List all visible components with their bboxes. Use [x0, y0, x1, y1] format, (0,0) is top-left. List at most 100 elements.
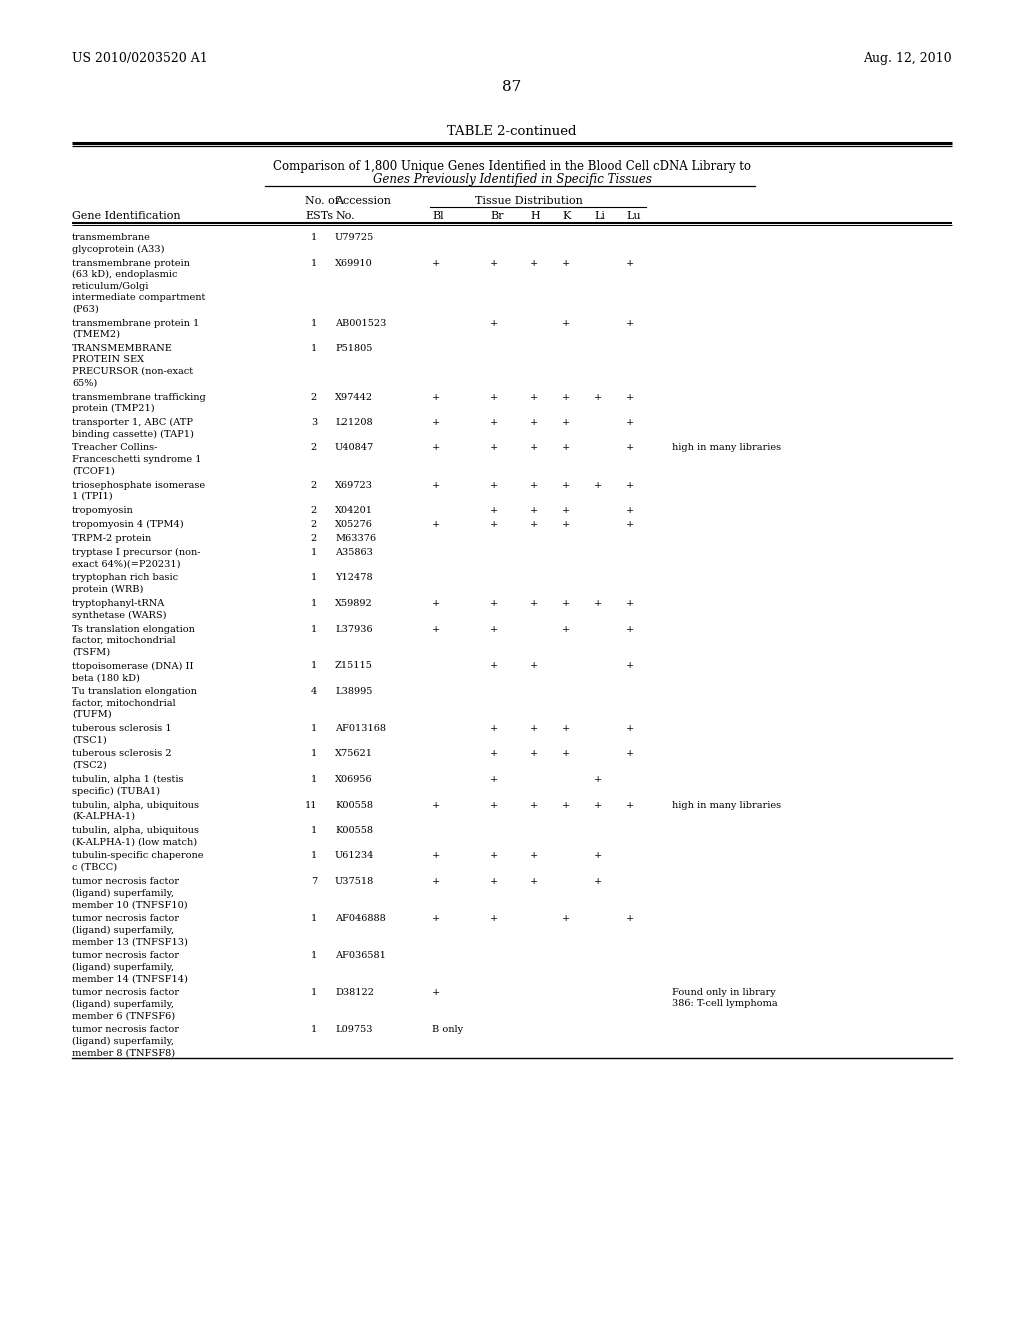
Text: +: + — [594, 876, 602, 886]
Text: +: + — [626, 624, 634, 634]
Text: +: + — [530, 876, 539, 886]
Text: K00558: K00558 — [335, 800, 373, 809]
Text: +: + — [490, 520, 499, 529]
Text: +: + — [530, 480, 539, 490]
Text: 1: 1 — [310, 624, 317, 634]
Text: A35863: A35863 — [335, 548, 373, 557]
Text: +: + — [490, 913, 499, 923]
Text: +: + — [432, 392, 440, 401]
Text: +: + — [626, 599, 634, 609]
Text: 1: 1 — [310, 750, 317, 759]
Text: +: + — [490, 661, 499, 671]
Text: Lu: Lu — [626, 211, 641, 220]
Text: Comparison of 1,800 Unique Genes Identified in the Blood Cell cDNA Library to: Comparison of 1,800 Unique Genes Identif… — [273, 160, 751, 173]
Text: +: + — [530, 851, 539, 861]
Text: P51805: P51805 — [335, 345, 373, 352]
Text: TRPM-2 protein: TRPM-2 protein — [72, 535, 152, 543]
Text: Li: Li — [594, 211, 605, 220]
Text: 1: 1 — [310, 573, 317, 582]
Text: U79725: U79725 — [335, 234, 374, 242]
Text: Treacher Collins-
Franceschetti syndrome 1
(TCOF1): Treacher Collins- Franceschetti syndrome… — [72, 444, 202, 475]
Text: tryptophan rich basic
protein (WRB): tryptophan rich basic protein (WRB) — [72, 573, 178, 594]
Text: X97442: X97442 — [335, 392, 373, 401]
Text: +: + — [562, 392, 570, 401]
Text: +: + — [594, 800, 602, 809]
Text: M63376: M63376 — [335, 535, 376, 543]
Text: high in many libraries: high in many libraries — [672, 800, 781, 809]
Text: +: + — [490, 624, 499, 634]
Text: 1: 1 — [310, 775, 317, 784]
Text: +: + — [530, 259, 539, 268]
Text: X69723: X69723 — [335, 480, 373, 490]
Text: 2: 2 — [310, 520, 317, 529]
Text: transmembrane trafficking
protein (TMP21): transmembrane trafficking protein (TMP21… — [72, 392, 206, 413]
Text: 1: 1 — [310, 345, 317, 352]
Text: high in many libraries: high in many libraries — [672, 444, 781, 453]
Text: Tissue Distribution: Tissue Distribution — [475, 195, 583, 206]
Text: tropomyosin: tropomyosin — [72, 506, 134, 515]
Text: tumor necrosis factor
(ligand) superfamily,
member 8 (TNFSF8): tumor necrosis factor (ligand) superfami… — [72, 1026, 179, 1057]
Text: +: + — [626, 444, 634, 453]
Text: 1: 1 — [310, 723, 317, 733]
Text: AF013168: AF013168 — [335, 723, 386, 733]
Text: +: + — [626, 480, 634, 490]
Text: +: + — [594, 599, 602, 609]
Text: Br: Br — [490, 211, 504, 220]
Text: +: + — [530, 723, 539, 733]
Text: L38995: L38995 — [335, 686, 373, 696]
Text: X75621: X75621 — [335, 750, 373, 759]
Text: ttopoisomerase (DNA) II
beta (180 kD): ttopoisomerase (DNA) II beta (180 kD) — [72, 661, 194, 682]
Text: +: + — [594, 480, 602, 490]
Text: Accession: Accession — [335, 195, 391, 206]
Text: 1: 1 — [310, 599, 317, 609]
Text: tumor necrosis factor
(ligand) superfamily,
member 6 (TNFSF6): tumor necrosis factor (ligand) superfami… — [72, 987, 179, 1020]
Text: +: + — [562, 624, 570, 634]
Text: +: + — [432, 913, 440, 923]
Text: L09753: L09753 — [335, 1026, 373, 1034]
Text: transmembrane protein
(63 kD), endoplasmic
reticulum/Golgi
intermediate compartm: transmembrane protein (63 kD), endoplasm… — [72, 259, 206, 313]
Text: +: + — [490, 506, 499, 515]
Text: 1: 1 — [310, 318, 317, 327]
Text: +: + — [432, 624, 440, 634]
Text: tumor necrosis factor
(ligand) superfamily,
member 14 (TNFSF14): tumor necrosis factor (ligand) superfami… — [72, 950, 187, 983]
Text: X59892: X59892 — [335, 599, 373, 609]
Text: tubulin, alpha, ubiquitous
(K-ALPHA-1) (low match): tubulin, alpha, ubiquitous (K-ALPHA-1) (… — [72, 826, 199, 846]
Text: 1: 1 — [310, 950, 317, 960]
Text: No.: No. — [335, 211, 354, 220]
Text: X04201: X04201 — [335, 506, 373, 515]
Text: +: + — [530, 506, 539, 515]
Text: +: + — [490, 750, 499, 759]
Text: +: + — [432, 800, 440, 809]
Text: 11: 11 — [304, 800, 317, 809]
Text: 2: 2 — [310, 392, 317, 401]
Text: L21208: L21208 — [335, 418, 373, 426]
Text: 4: 4 — [310, 686, 317, 696]
Text: +: + — [490, 723, 499, 733]
Text: U61234: U61234 — [335, 851, 375, 861]
Text: K: K — [562, 211, 570, 220]
Text: B only: B only — [432, 1026, 463, 1034]
Text: +: + — [626, 800, 634, 809]
Text: 1: 1 — [310, 851, 317, 861]
Text: +: + — [594, 851, 602, 861]
Text: +: + — [562, 418, 570, 426]
Text: +: + — [432, 418, 440, 426]
Text: tropomyosin 4 (TPM4): tropomyosin 4 (TPM4) — [72, 520, 183, 529]
Text: tubulin, alpha, ubiquitous
(K-ALPHA-1): tubulin, alpha, ubiquitous (K-ALPHA-1) — [72, 800, 199, 821]
Text: tuberous sclerosis 1
(TSC1): tuberous sclerosis 1 (TSC1) — [72, 723, 172, 744]
Text: +: + — [432, 851, 440, 861]
Text: +: + — [530, 750, 539, 759]
Text: +: + — [490, 318, 499, 327]
Text: U37518: U37518 — [335, 876, 374, 886]
Text: Found only in library
386: T-cell lymphoma: Found only in library 386: T-cell lympho… — [672, 987, 777, 1008]
Text: 1: 1 — [310, 987, 317, 997]
Text: +: + — [562, 444, 570, 453]
Text: +: + — [490, 418, 499, 426]
Text: +: + — [626, 318, 634, 327]
Text: +: + — [432, 480, 440, 490]
Text: +: + — [626, 418, 634, 426]
Text: L37936: L37936 — [335, 624, 373, 634]
Text: 1: 1 — [310, 1026, 317, 1034]
Text: 1: 1 — [310, 661, 317, 671]
Text: +: + — [626, 723, 634, 733]
